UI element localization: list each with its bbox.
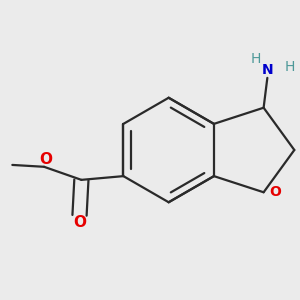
- Text: N: N: [262, 63, 273, 77]
- Text: H: H: [285, 60, 295, 74]
- Text: H: H: [251, 52, 261, 66]
- Text: O: O: [39, 152, 52, 167]
- Text: O: O: [73, 215, 86, 230]
- Text: O: O: [269, 185, 281, 199]
